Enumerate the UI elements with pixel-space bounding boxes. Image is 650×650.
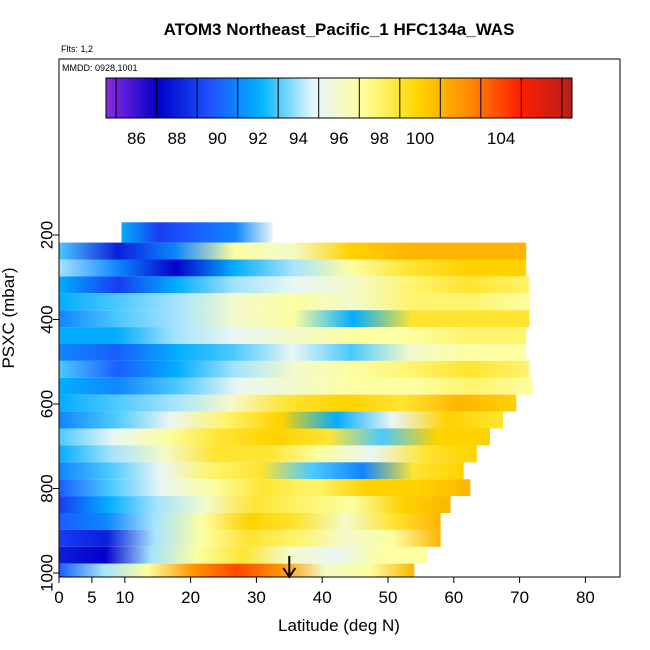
colorbar-tick-label: 92 [249,129,268,148]
x-tick-label: 30 [247,588,266,607]
heatmap-band [59,276,530,294]
heatmap-band [59,546,428,564]
colorbar-tick-label: 90 [208,129,227,148]
heatmap-band [121,222,273,243]
colorbar-gradient [105,77,573,119]
x-tick-label: 20 [181,588,200,607]
x-axis: 0 5 10 20 30 40 50 60 70 80 [54,577,595,607]
plot-frame [58,58,621,578]
x-tick-label: 60 [444,588,463,607]
heatmap-band [59,513,441,530]
y-tick-label: 400 [38,305,57,333]
heatmap-band [59,529,441,547]
flights-label: Flts: 1,2 [61,44,93,54]
heatmap-band [59,344,527,361]
x-tick-label: 40 [313,588,332,607]
y-axis: 200 400 600 800 1000 [38,221,59,592]
colorbar-tick-label: 104 [487,129,515,148]
heatmap-band [59,327,527,344]
colorbar-tick-label: 94 [289,129,308,148]
dates-label: MMDD: 0928,1001 [62,63,138,73]
heatmap-band [59,496,451,513]
heatmap-band [59,563,415,577]
colorbar-tick-label: 88 [167,129,186,148]
x-tick-label: 10 [115,588,134,607]
heatmap-band [59,428,490,446]
heatmap-band [59,360,530,378]
heatmap-band [59,411,504,429]
heatmap-band [59,462,464,480]
arrow-marker-head [282,567,297,579]
heatmap-band [59,479,471,497]
heatmap-band [59,377,533,395]
y-tick-label: 1000 [38,554,57,592]
x-tick-label: 70 [510,588,529,607]
plot-area [59,222,533,577]
colorbar: 86 88 90 92 94 96 98 100 104 [105,77,573,148]
heatmap-band [59,242,527,260]
heatmap-band [59,310,530,328]
heatmap-band [59,394,517,412]
chart-title: ATOM3 Northeast_Pacific_1 HFC134a_WAS [164,20,515,39]
x-axis-label: Latitude (deg N) [278,616,400,635]
y-axis-label: PSXC (mbar) [0,267,18,368]
marker-layer [282,556,297,579]
colorbar-tick-label: 86 [127,129,146,148]
x-tick-label: 50 [379,588,398,607]
x-tick-label: 0 [54,588,63,607]
y-tick-label: 600 [38,390,57,418]
colorbar-tick-label: 96 [330,129,349,148]
heatmap-band [59,293,530,311]
y-tick-label: 800 [38,474,57,502]
x-tick-label: 5 [87,588,96,607]
y-tick-label: 200 [38,221,57,249]
colorbar-tick-label: 98 [370,129,389,148]
heatmap-band [59,259,527,277]
x-tick-label: 80 [576,588,595,607]
heatmap-band [59,445,477,463]
colorbar-tick-label: 100 [406,129,434,148]
